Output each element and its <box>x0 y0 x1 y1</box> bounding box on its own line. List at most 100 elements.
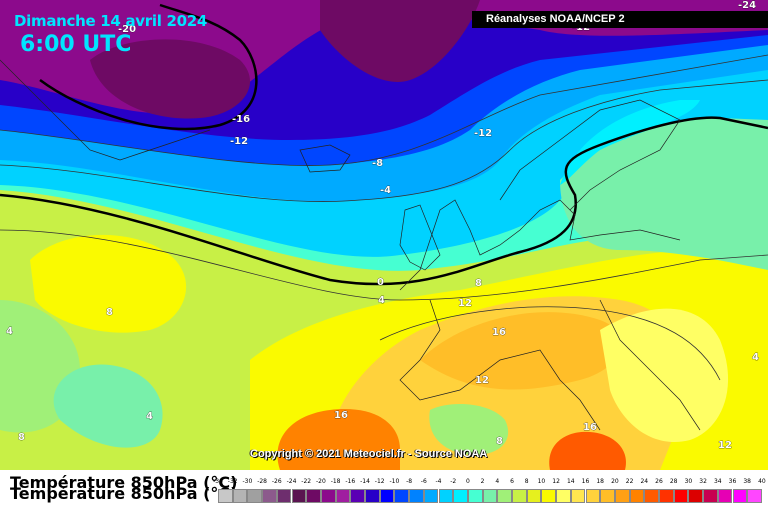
legend-tick: 38 <box>743 478 752 485</box>
legend-swatch <box>570 489 586 503</box>
legend-swatch <box>556 489 571 503</box>
legend-tick: 0 <box>465 478 470 485</box>
temperature-map: -20 -24 -16 -12 -12 -8 -4 0 4 8 8 12 16 … <box>0 0 768 470</box>
legend-swatch <box>497 489 512 503</box>
contour-label: 0 <box>377 277 384 288</box>
legend-swatch <box>585 489 601 503</box>
legend-swatch <box>644 489 659 503</box>
legend-tick: 12 <box>552 478 560 485</box>
field-darkpurple-2 <box>320 0 480 82</box>
legend-swatch <box>732 489 748 503</box>
contour-label: 4 <box>752 352 759 363</box>
field-yellow-west <box>30 234 187 333</box>
legend-tick: 18 <box>596 478 605 485</box>
legend-tick: -28 <box>257 478 267 485</box>
field-darkpurple <box>90 39 251 119</box>
coastline-europe <box>399 199 701 431</box>
legend-swatch <box>423 489 439 503</box>
contour-label: -16 <box>232 114 250 125</box>
contour-label: 8 <box>106 307 113 318</box>
legend-swatch <box>512 489 527 503</box>
contour-label: -24 <box>738 0 756 11</box>
legend-swatch <box>306 489 321 503</box>
contour-label: 4 <box>6 326 13 337</box>
isotherm-thin-3 <box>0 54 768 166</box>
legend-tick: 40 <box>758 478 766 485</box>
contour-label: 4 <box>146 411 153 422</box>
legend-swatch <box>232 489 248 503</box>
map-date-title: Dimanche 14 avril 2024 <box>14 12 208 30</box>
contour-label: 16 <box>492 327 506 338</box>
legend-tick: -22 <box>301 478 312 485</box>
legend-tick: -2 <box>450 478 457 485</box>
legend-tick: -20 <box>315 478 326 485</box>
field-orange-deep <box>420 312 622 390</box>
legend-swatch <box>541 489 557 503</box>
isotherm-thin-2 <box>0 79 768 202</box>
contour-label: -4 <box>380 185 391 196</box>
contour-label: 8 <box>18 432 25 443</box>
copyright-text: Copyright © 2021 Meteociel.fr - Source N… <box>250 448 488 460</box>
legend-swatch <box>350 489 365 503</box>
legend-swatch <box>659 489 674 503</box>
legend-tick: 2 <box>480 478 485 485</box>
isotherm-thin-1 <box>0 229 768 301</box>
legend-swatch <box>467 489 483 503</box>
legend-tick: -16 <box>345 478 356 485</box>
legend-tick: 16 <box>581 478 590 485</box>
legend-tick: 24 <box>640 478 649 485</box>
contour-label: -8 <box>372 158 383 169</box>
legend-swatch <box>526 489 542 503</box>
legend-swatch <box>614 489 630 503</box>
legend-swatch <box>747 489 762 503</box>
parameter-label-shadow: Température 850hPa (°C) <box>10 484 238 503</box>
contour-label: 12 <box>718 440 732 451</box>
legend-swatch <box>703 489 718 503</box>
legend-tick: 22 <box>625 478 634 485</box>
isotherm-thin-4 <box>379 306 721 381</box>
legend-tick: 8 <box>524 478 529 485</box>
legend-tick: -26 <box>271 478 282 485</box>
contour-label: 12 <box>458 298 472 309</box>
legend-tick: 6 <box>510 478 514 485</box>
legend-tick: -34 <box>213 478 223 485</box>
isotherm-0 <box>0 116 768 286</box>
legend-tick: -6 <box>420 478 427 485</box>
legend-swatch <box>717 489 733 503</box>
map-time-title: 6:00 UTC <box>20 32 132 57</box>
legend-tick: 36 <box>728 478 737 485</box>
legend-swatch <box>629 489 645 503</box>
legend-tick: -8 <box>406 478 413 485</box>
legend-swatch <box>365 489 380 503</box>
legend-tick: -14 <box>360 478 370 485</box>
legend-swatch <box>335 489 351 503</box>
field-green-east <box>560 118 768 270</box>
legend-swatch <box>688 489 704 503</box>
legend-swatch <box>409 489 424 503</box>
field-green-sea <box>429 404 509 455</box>
legend-swatch <box>320 489 336 503</box>
contour-label: -20 <box>118 24 136 35</box>
isotherm-minus20 <box>39 3 258 131</box>
contour-label: 8 <box>475 278 482 289</box>
legend-swatch <box>482 489 498 503</box>
legend-tick: 32 <box>699 478 707 485</box>
legend-tick: 20 <box>611 478 619 485</box>
legend-swatch <box>600 489 615 503</box>
field-cold-east <box>560 100 700 185</box>
coastline-iceland <box>299 144 351 173</box>
legend-tick: -10 <box>389 478 400 485</box>
legend-swatch <box>218 489 233 503</box>
legend-swatch <box>394 489 410 503</box>
legend-tick: -32 <box>227 478 238 485</box>
legend-tick: 26 <box>655 478 663 485</box>
legend-tick: 28 <box>669 478 678 485</box>
coastline-britain <box>399 204 441 271</box>
coastline-greenland <box>0 59 211 161</box>
legend-tick: -18 <box>330 478 341 485</box>
legend-swatch <box>276 489 292 503</box>
legend-swatch <box>453 489 468 503</box>
parameter-label: Température 850hPa (°C) <box>10 473 238 492</box>
legend-tick: 14 <box>566 478 575 485</box>
